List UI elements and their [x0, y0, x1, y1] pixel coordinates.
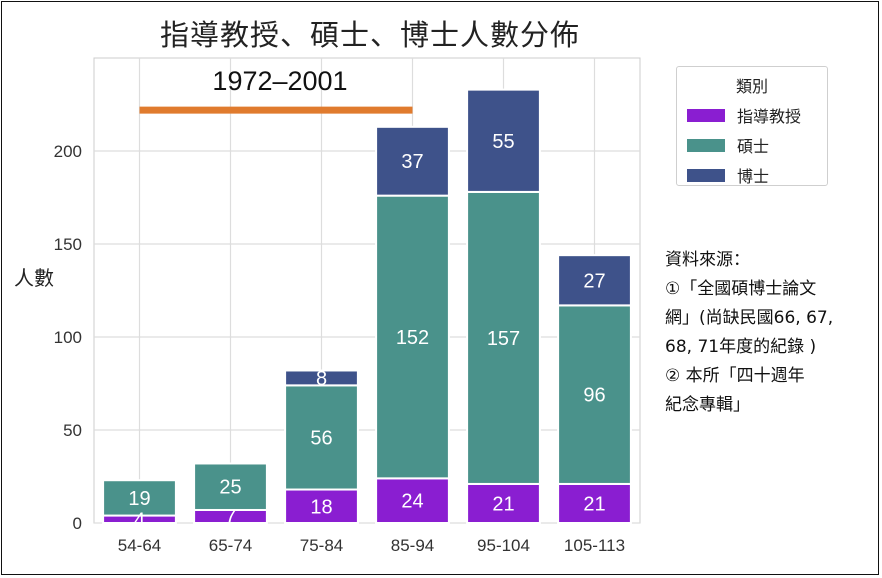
bar-value-label: 8 — [316, 368, 327, 390]
x-tick-label: 95-104 — [477, 536, 530, 555]
bar-segment — [466, 88, 541, 193]
bar-segment — [375, 125, 450, 197]
legend-title: 類別 — [735, 77, 768, 96]
source-line: ①「全國碩博士論文 — [665, 279, 817, 299]
bar-value-label: 7 — [225, 506, 236, 528]
bar-value-label: 18 — [310, 496, 332, 518]
legend-swatch-advisor — [687, 108, 725, 122]
bar-value-label: 56 — [310, 427, 332, 449]
source-line: 紀念專輯」 — [665, 395, 750, 415]
bar-segment — [102, 479, 177, 517]
bar-value-label: 96 — [583, 385, 605, 407]
source-line: 資料來源： — [665, 250, 750, 270]
y-axis-label: 人數 — [14, 266, 54, 290]
legend-item-master: 碩士 — [687, 133, 827, 157]
bar-value-label: 152 — [396, 327, 429, 349]
bar-value-label: 55 — [492, 131, 514, 153]
bar-value-label: 24 — [401, 491, 423, 513]
bar-value-label: 157 — [487, 328, 520, 350]
bar-value-label: 19 — [128, 488, 150, 510]
bar-segment — [284, 488, 359, 524]
y-tick-label: 50 — [63, 421, 82, 440]
x-tick-label: 75-84 — [300, 536, 343, 555]
legend-label-master: 碩士 — [737, 137, 770, 156]
bar-value-label: 37 — [401, 151, 423, 173]
bar-value-label: 25 — [219, 477, 241, 499]
source-line: 68, 71年度的紀錄 ) — [665, 337, 817, 357]
bar-value-label: 21 — [583, 493, 605, 515]
y-tick-label: 100 — [54, 328, 82, 347]
legend: 類別 指導教授 碩士 博士 — [676, 66, 828, 186]
x-tick-label: 85-94 — [391, 536, 434, 555]
bar-value-label: 27 — [583, 270, 605, 292]
period-annotation: 1972–2001 — [212, 66, 348, 96]
bar-segment — [284, 384, 359, 491]
legend-label-advisor: 指導教授 — [737, 107, 802, 126]
bar-segment — [557, 254, 632, 307]
bar-segment — [193, 462, 268, 511]
x-tick-label: 105-113 — [564, 536, 625, 555]
source-line: 網」(尚缺民國66, 67, — [665, 308, 834, 328]
legend-label-phd: 博士 — [737, 167, 770, 186]
bar-value-label: 4 — [134, 509, 145, 531]
legend-item-advisor: 指導教授 — [687, 103, 827, 127]
y-tick-label: 200 — [54, 142, 82, 161]
y-tick-label: 0 — [73, 514, 82, 533]
bar-value-label: 21 — [492, 493, 514, 515]
source-note: 資料來源： ①「全國碩博士論文 網」(尚缺民國66, 67, 68, 71年度的… — [665, 246, 865, 420]
legend-swatch-master — [687, 138, 725, 152]
legend-swatch-phd — [687, 168, 725, 182]
bar-segment — [284, 369, 359, 387]
legend-item-phd: 博士 — [687, 163, 827, 187]
x-tick-label: 54-64 — [118, 536, 161, 555]
y-tick-label: 150 — [54, 235, 82, 254]
bar-segment — [466, 482, 541, 525]
chart-title: 指導教授、碩士、博士人數分佈 — [159, 18, 580, 52]
bar-segment — [375, 194, 450, 480]
source-line: ② 本所「四十週年 — [665, 366, 805, 386]
bar-segment — [466, 190, 541, 485]
bar-segment — [557, 482, 632, 525]
x-tick-label: 65-74 — [209, 536, 252, 555]
plot-area — [93, 57, 641, 524]
